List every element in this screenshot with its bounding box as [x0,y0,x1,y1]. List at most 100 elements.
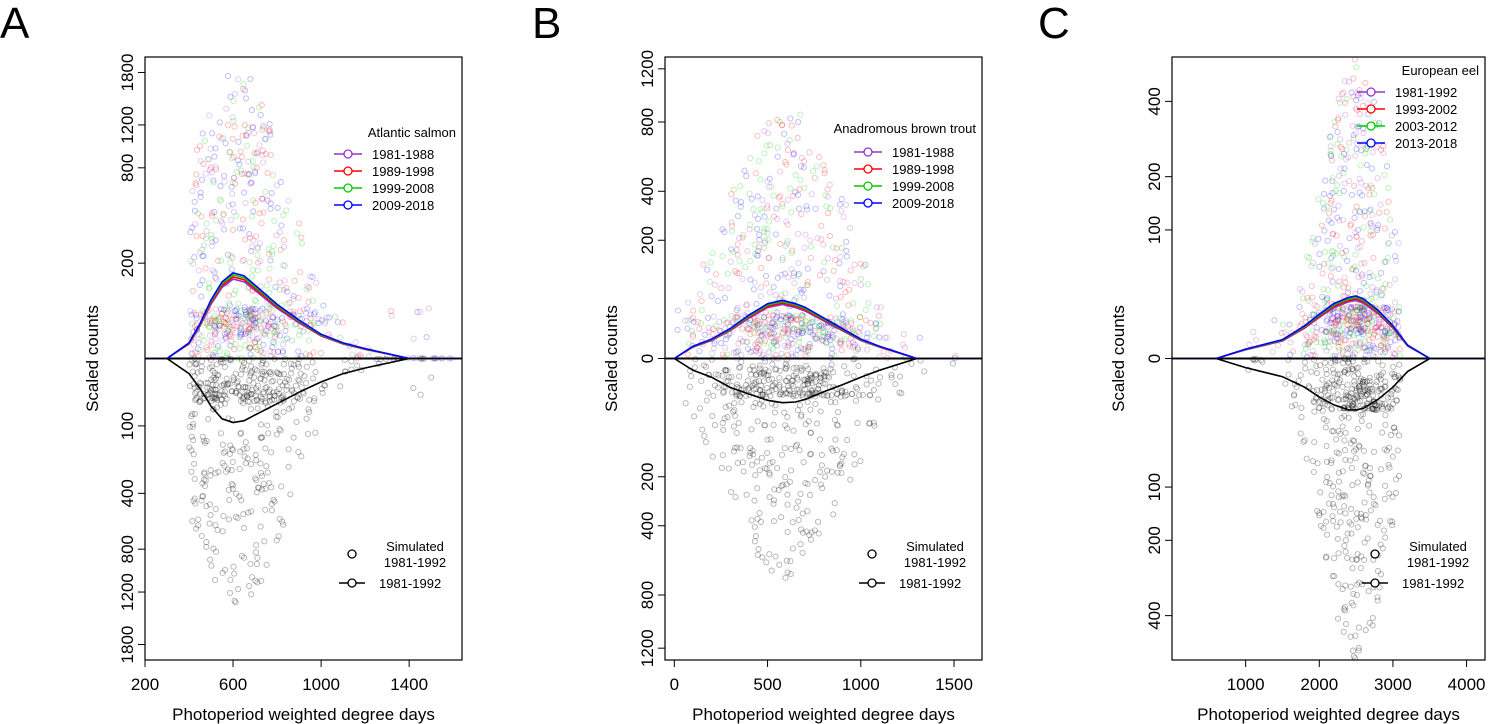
data-point [1385,239,1392,246]
data-point [428,374,435,381]
data-point [742,381,750,389]
data-point [210,406,217,413]
data-point [1366,381,1373,388]
data-point [200,437,207,444]
data-point [1369,334,1376,341]
data-point [254,554,261,562]
data-point [760,369,768,376]
data-point [1349,340,1356,347]
data-point [285,197,292,204]
data-point [761,244,768,251]
data-point [1373,287,1380,294]
data-point [691,364,698,371]
data-point [239,366,246,373]
data-point [280,361,287,368]
data-point [246,319,253,326]
data-point [1348,303,1355,311]
data-point [756,365,763,372]
data-point [212,163,219,171]
data-point [268,500,275,507]
data-point [1361,387,1368,394]
data-point [820,162,827,169]
data-point [1345,393,1352,400]
data-point [1335,450,1342,457]
data-point [242,312,249,319]
data-point [239,363,246,370]
data-point [231,312,238,319]
data-point [229,155,236,162]
data-point [270,172,277,179]
data-point [274,348,282,355]
data-point [788,209,795,216]
data-point [198,213,205,220]
data-point [1342,336,1349,344]
data-point [193,388,200,395]
data-point [770,421,777,428]
data-point [1343,156,1350,163]
data-point [1350,323,1357,330]
data-point [1356,325,1363,333]
data-point [198,367,205,375]
data-point [770,330,777,337]
data-point [779,391,787,398]
data-point [227,149,234,156]
data-point [1333,250,1340,257]
data-point [1339,304,1346,312]
data-point [1324,237,1331,244]
data-point [789,377,796,384]
data-point [257,376,264,383]
data-point [808,191,815,198]
data-point [1386,464,1393,471]
data-point [213,391,220,398]
data-point [727,258,734,265]
data-point [288,365,295,372]
data-point [1345,359,1352,366]
data-point [1319,396,1326,403]
data-point [784,237,791,245]
data-point [219,569,226,576]
data-point [203,503,210,510]
data-point [812,401,819,408]
data-point [211,377,218,384]
data-point [1337,336,1344,344]
data-point [220,359,227,366]
data-point [1380,285,1387,292]
data-point [259,328,267,335]
data-point [265,320,272,327]
data-point [296,308,303,315]
data-point [247,560,254,567]
data-point [733,307,740,314]
data-point [758,382,765,389]
data-point [797,286,804,293]
data-point [875,312,882,319]
data-point [1311,408,1318,415]
data-point [1287,351,1294,358]
data-point [763,280,770,287]
data-point [1397,376,1404,383]
data-point [1371,398,1378,405]
data-point [854,385,861,392]
data-point [266,394,273,401]
data-point [266,120,273,128]
data-point [699,426,706,433]
data-point [777,389,785,396]
data-point [265,128,272,135]
data-point [222,400,229,407]
data-point [781,322,788,329]
data-point [784,344,791,351]
data-point [1329,366,1336,373]
data-point [725,285,732,292]
data-point [309,359,316,366]
data-point [211,328,218,335]
data-point [756,236,763,244]
data-point [235,384,242,391]
data-point [804,281,811,288]
data-point [1361,379,1369,386]
data-point [239,225,247,232]
data-point [1382,348,1389,355]
data-point [701,331,708,338]
data-point [795,205,802,212]
data-point [304,283,311,290]
data-point [1379,545,1386,552]
data-point [748,426,755,433]
